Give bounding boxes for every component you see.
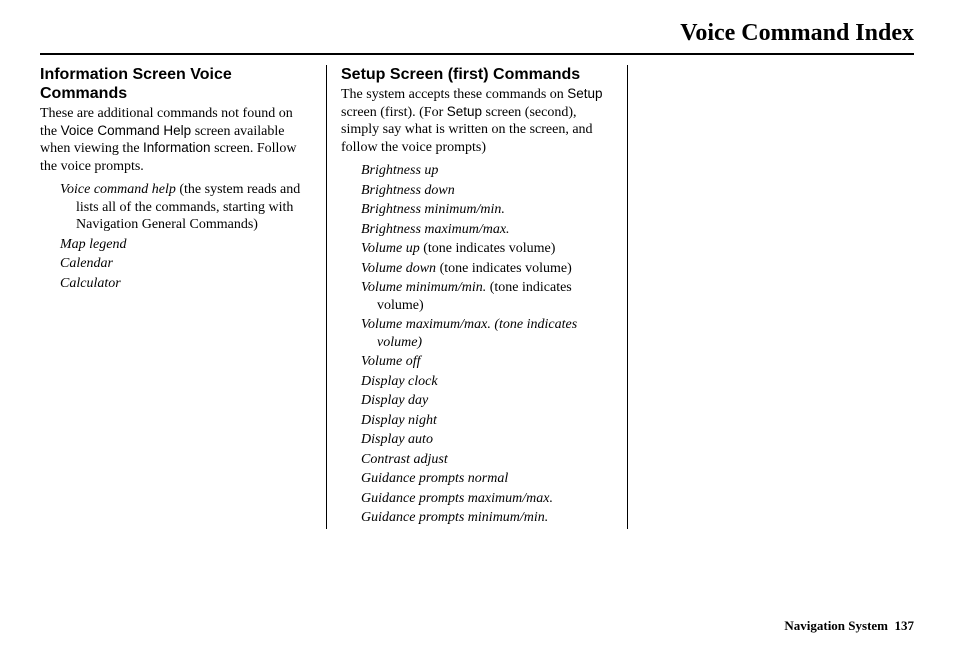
command-item: Calculator <box>60 275 312 293</box>
col2-intro-text-1: The system accepts these commands on <box>341 87 567 102</box>
col1-intro-sans-2: Information <box>143 140 211 155</box>
col2-intro-sans-1: Setup <box>567 86 602 101</box>
command-item: Voice command help (the system reads and… <box>60 181 312 234</box>
command-item: Brightness minimum/min. <box>361 201 613 219</box>
command-text: Guidance prompts maximum/max. <box>361 491 553 506</box>
command-text: Brightness down <box>361 183 455 198</box>
col2-intro: The system accepts these commands on Set… <box>341 86 613 156</box>
command-text: Guidance prompts normal <box>361 471 508 486</box>
footer-page-number: 137 <box>895 618 915 633</box>
col2-heading: Setup Screen (first) Commands <box>341 65 613 84</box>
col1-command-list: Voice command help (the system reads and… <box>40 181 312 292</box>
column-empty <box>628 65 914 529</box>
command-text: Contrast adjust <box>361 452 448 467</box>
column-setup-commands: Setup Screen (first) Commands The system… <box>327 65 628 529</box>
col1-heading: Information Screen Voice Commands <box>40 65 312 103</box>
command-text: Brightness minimum/min. <box>361 202 505 217</box>
command-text: Display clock <box>361 374 438 389</box>
col1-intro: These are additional commands not found … <box>40 105 312 175</box>
command-item: Brightness maximum/max. <box>361 221 613 239</box>
command-note: (tone indicates volume) <box>420 241 556 256</box>
command-item: Guidance prompts normal <box>361 470 613 488</box>
command-text: Brightness maximum/max. <box>361 222 510 237</box>
command-item: Guidance prompts maximum/max. <box>361 490 613 508</box>
command-text: Display auto <box>361 432 433 447</box>
command-item: Brightness up <box>361 162 613 180</box>
command-item: Volume off <box>361 353 613 371</box>
command-item: Volume up (tone indicates volume) <box>361 240 613 258</box>
command-text: Volume up <box>361 241 420 256</box>
col2-intro-text-2: screen (first). (For <box>341 105 447 120</box>
page-footer: Navigation System 137 <box>784 618 914 634</box>
command-text: Display night <box>361 413 437 428</box>
command-item: Volume down (tone indicates volume) <box>361 260 613 278</box>
command-item: Volume minimum/min. (tone indicates volu… <box>361 279 613 314</box>
page-title: Voice Command Index <box>40 20 914 55</box>
command-item: Calendar <box>60 255 312 273</box>
content-columns: Information Screen Voice Commands These … <box>40 65 914 529</box>
command-text: Volume down <box>361 261 436 276</box>
col2-intro-sans-2: Setup <box>447 104 482 119</box>
command-item: Contrast adjust <box>361 451 613 469</box>
command-text: Calendar <box>60 256 113 271</box>
command-item: Display auto <box>361 431 613 449</box>
column-information-commands: Information Screen Voice Commands These … <box>40 65 327 529</box>
command-text: Brightness up <box>361 163 438 178</box>
command-text: Guidance prompts minimum/min. <box>361 510 548 525</box>
command-item: Brightness down <box>361 182 613 200</box>
command-item: Display day <box>361 392 613 410</box>
command-item: Guidance prompts minimum/min. <box>361 509 613 527</box>
footer-label: Navigation System <box>784 618 888 633</box>
command-item: Volume maximum/max. (tone indicates volu… <box>361 316 613 351</box>
command-note: (tone indicates volume) <box>436 261 572 276</box>
command-item: Map legend <box>60 236 312 254</box>
command-text: Volume maximum/max. (tone indicates volu… <box>361 317 577 350</box>
command-text: Display day <box>361 393 428 408</box>
col1-intro-sans-1: Voice Command Help <box>61 123 192 138</box>
command-item: Display night <box>361 412 613 430</box>
command-text: Volume minimum/min. <box>361 280 486 295</box>
command-text: Voice command help <box>60 182 176 197</box>
command-text: Volume off <box>361 354 421 369</box>
col2-command-list: Brightness up Brightness down Brightness m… <box>341 162 613 527</box>
command-item: Display clock <box>361 373 613 391</box>
command-text: Calculator <box>60 276 121 291</box>
command-text: Map legend <box>60 237 126 252</box>
